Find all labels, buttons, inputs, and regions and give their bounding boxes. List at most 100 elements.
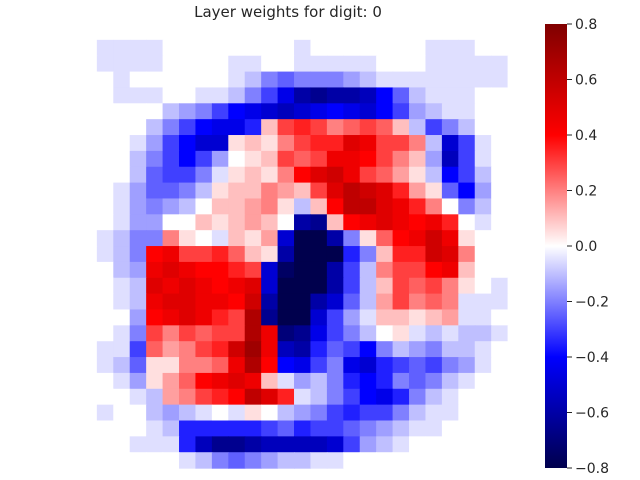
colorbar-tick-label: 0.8	[575, 17, 597, 33]
heatmap-cell	[507, 135, 525, 152]
heatmap-cell	[211, 119, 229, 136]
heatmap-cell	[179, 198, 197, 215]
heatmap-cell	[96, 182, 114, 200]
heatmap-cell	[277, 309, 295, 326]
heatmap-cell	[64, 404, 82, 422]
heatmap-cell	[326, 452, 344, 469]
heatmap-cell	[491, 39, 509, 57]
heatmap-cell	[507, 24, 525, 41]
heatmap-cell	[244, 150, 262, 168]
heatmap-cell	[64, 24, 82, 41]
heatmap-cell	[228, 119, 246, 136]
heatmap-cell	[326, 372, 344, 390]
heatmap-cell	[425, 39, 443, 57]
heatmap-cell	[179, 246, 197, 263]
heatmap-cell	[441, 103, 459, 120]
heatmap-grid	[64, 24, 525, 469]
heatmap-cell	[326, 277, 344, 295]
heatmap-cell	[195, 135, 213, 152]
heatmap-cell	[376, 325, 394, 342]
heatmap-cell	[113, 24, 131, 41]
heatmap-cell	[458, 103, 476, 120]
heatmap-cell	[64, 39, 82, 57]
heatmap-cell	[244, 71, 262, 89]
heatmap-cell	[277, 388, 295, 406]
heatmap-cell	[359, 372, 377, 390]
heatmap-cell	[491, 55, 509, 73]
heatmap-cell	[244, 357, 262, 374]
heatmap-cell	[458, 325, 476, 342]
heatmap-cell	[80, 55, 98, 73]
heatmap-cell	[474, 166, 492, 184]
heatmap-cell	[310, 119, 328, 136]
heatmap-cell	[228, 293, 246, 311]
heatmap-cell	[376, 261, 394, 279]
heatmap-cell	[146, 119, 164, 136]
heatmap-cell	[294, 404, 312, 422]
heatmap-cell	[277, 119, 295, 136]
heatmap-cell	[310, 325, 328, 342]
heatmap-cell	[146, 246, 164, 263]
heatmap-cell	[310, 357, 328, 374]
heatmap-cell	[359, 388, 377, 406]
heatmap-cell	[129, 436, 147, 453]
heatmap-cell	[343, 119, 361, 136]
heatmap-cell	[211, 341, 229, 358]
heatmap-cell	[211, 150, 229, 168]
heatmap-cell	[129, 55, 147, 73]
heatmap-cell	[376, 214, 394, 231]
heatmap-cell	[162, 436, 180, 453]
heatmap-cell	[113, 214, 131, 231]
heatmap-cell	[228, 24, 246, 41]
heatmap-cell	[113, 436, 131, 453]
heatmap-cell	[96, 39, 114, 57]
heatmap-cell	[261, 277, 279, 295]
heatmap-cell	[392, 55, 410, 73]
heatmap-cell	[129, 166, 147, 184]
heatmap-cell	[261, 261, 279, 279]
heatmap-cell	[96, 404, 114, 422]
heatmap-cell	[359, 309, 377, 326]
heatmap-cell	[441, 87, 459, 104]
heatmap-cell	[326, 404, 344, 422]
heatmap-cell	[261, 39, 279, 57]
heatmap-cell	[80, 166, 98, 184]
heatmap-cell	[359, 87, 377, 104]
heatmap-cell	[96, 71, 114, 89]
heatmap-cell	[80, 246, 98, 263]
heatmap-cell	[359, 436, 377, 453]
heatmap-cell	[146, 55, 164, 73]
heatmap-cell	[277, 420, 295, 437]
heatmap-cell	[64, 246, 82, 263]
heatmap-cell	[228, 357, 246, 374]
heatmap-cell	[64, 277, 82, 295]
heatmap-cell	[80, 372, 98, 390]
heatmap-cell	[507, 150, 525, 168]
heatmap-cell	[507, 325, 525, 342]
heatmap-cell	[228, 261, 246, 279]
heatmap-cell	[491, 214, 509, 231]
heatmap-cell	[228, 388, 246, 406]
heatmap-cell	[64, 230, 82, 247]
heatmap-cell	[376, 420, 394, 437]
heatmap-cell	[146, 357, 164, 374]
heatmap-cell	[326, 24, 344, 41]
heatmap-cell	[409, 230, 427, 247]
heatmap-cell	[425, 230, 443, 247]
heatmap-cell	[294, 198, 312, 215]
colorbar-tick-label: 0.2	[575, 184, 597, 200]
heatmap-cell	[441, 309, 459, 326]
heatmap-cell	[146, 39, 164, 57]
heatmap-cell	[261, 166, 279, 184]
heatmap-cell	[80, 420, 98, 437]
heatmap-cell	[376, 452, 394, 469]
heatmap-cell	[359, 357, 377, 374]
heatmap-cell	[277, 214, 295, 231]
heatmap-cell	[409, 24, 427, 41]
heatmap-cell	[113, 166, 131, 184]
heatmap-cell	[310, 214, 328, 231]
heatmap-cell	[195, 230, 213, 247]
heatmap-cell	[392, 39, 410, 57]
heatmap-cell	[441, 420, 459, 437]
heatmap-cell	[294, 372, 312, 390]
